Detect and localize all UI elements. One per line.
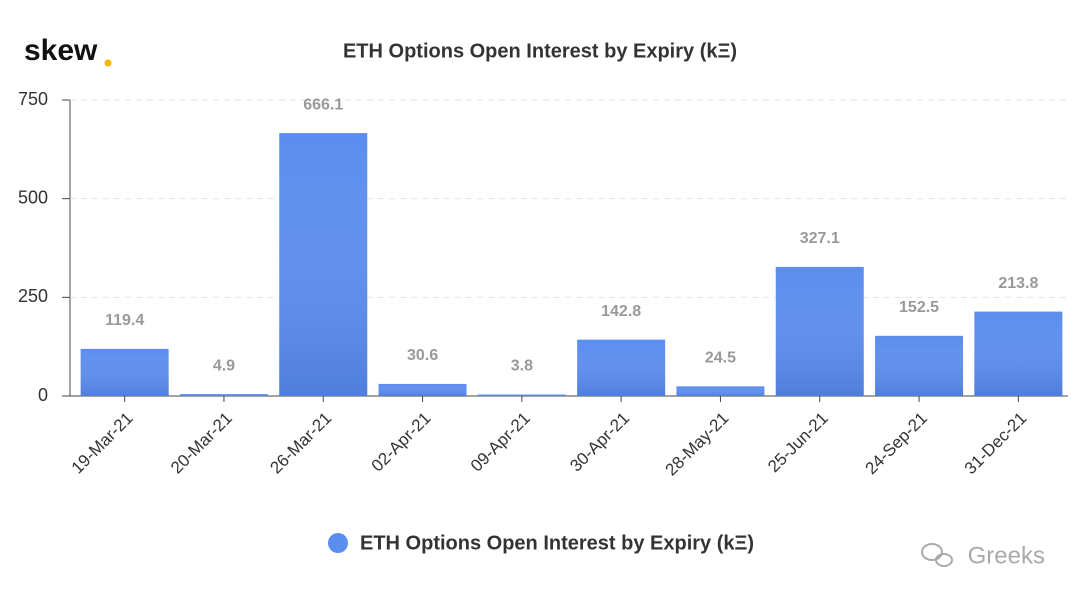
legend-label: ETH Options Open Interest by Expiry (kΞ) bbox=[360, 532, 754, 554]
value-label: 3.8 bbox=[511, 358, 533, 375]
bar-shade bbox=[179, 394, 268, 396]
bar-shade bbox=[378, 383, 467, 396]
value-label: 152.5 bbox=[899, 299, 939, 316]
value-label: 666.1 bbox=[303, 96, 343, 113]
x-tick-label: 31-Dec-21 bbox=[961, 409, 1031, 479]
x-tick-label: 30-Apr-21 bbox=[566, 409, 633, 476]
value-label: 142.8 bbox=[601, 303, 641, 320]
x-tick-label: 19-Mar-21 bbox=[68, 409, 137, 478]
value-label: 213.8 bbox=[998, 275, 1038, 292]
chart-title: ETH Options Open Interest by Expiry (kΞ) bbox=[343, 40, 737, 62]
logo-dot bbox=[104, 59, 112, 67]
logo: skew bbox=[24, 34, 98, 67]
value-label: 24.5 bbox=[705, 350, 736, 367]
x-tick-label: 24-Sep-21 bbox=[861, 409, 931, 479]
y-tick-label: 750 bbox=[18, 89, 48, 109]
y-tick-label: 250 bbox=[18, 286, 48, 306]
watermark: Greeks bbox=[968, 542, 1045, 569]
value-label: 30.6 bbox=[407, 347, 438, 364]
x-tick-label: 09-Apr-21 bbox=[467, 409, 534, 476]
x-tick-label: 25-Jun-21 bbox=[764, 409, 832, 477]
watermark-icon bbox=[921, 543, 953, 567]
value-label: 119.4 bbox=[105, 312, 144, 329]
bar-shade bbox=[477, 394, 566, 396]
x-tick-label: 28-May-21 bbox=[662, 409, 733, 480]
bar-shade bbox=[875, 335, 964, 396]
bar-shade bbox=[775, 266, 864, 396]
x-tick-label: 26-Mar-21 bbox=[266, 409, 335, 478]
x-tick-label: 02-Apr-21 bbox=[368, 409, 435, 476]
bar-shade bbox=[676, 386, 765, 396]
value-label: 4.9 bbox=[213, 357, 235, 374]
value-label: 327.1 bbox=[800, 230, 840, 247]
bar-shade bbox=[80, 348, 169, 396]
y-tick-label: 0 bbox=[38, 385, 48, 405]
bar-shade bbox=[974, 311, 1063, 396]
x-tick-label: 20-Mar-21 bbox=[167, 409, 236, 478]
legend-marker bbox=[328, 533, 348, 553]
y-tick-label: 500 bbox=[18, 187, 48, 207]
bar-shade bbox=[279, 133, 368, 396]
bar-shade bbox=[577, 339, 666, 396]
